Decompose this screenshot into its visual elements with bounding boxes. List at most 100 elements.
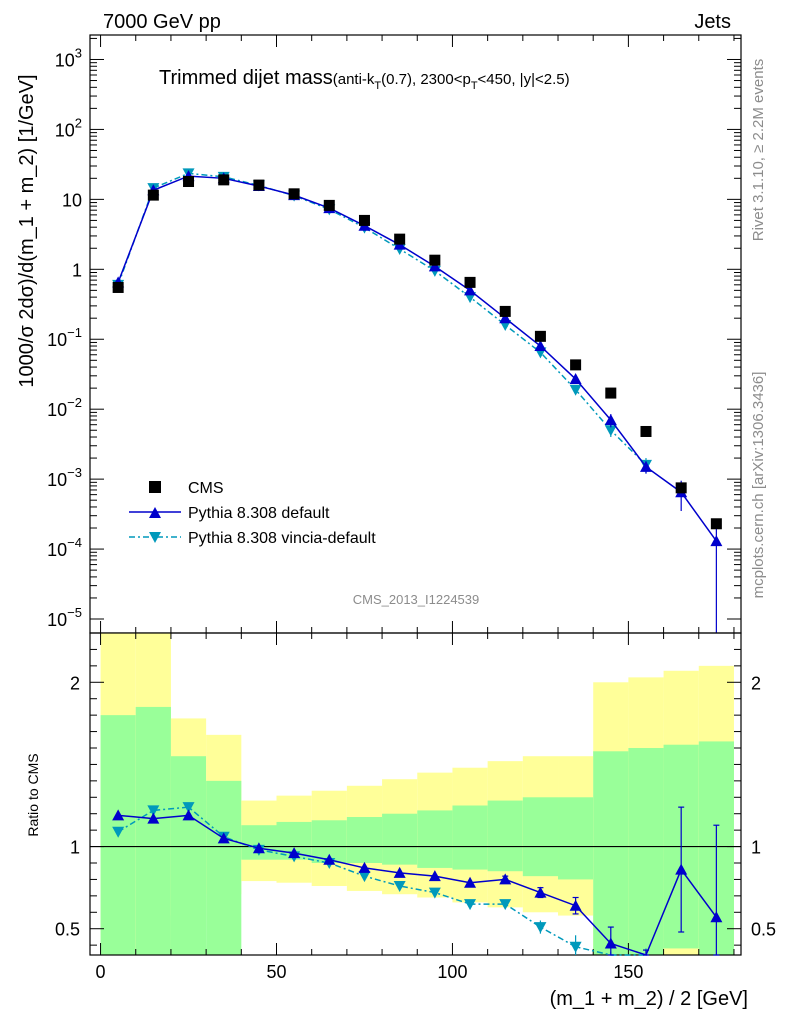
vincia-ratio-point — [428, 887, 441, 899]
cms-point — [675, 482, 687, 494]
cms-point — [570, 359, 582, 371]
band-inner — [170, 756, 207, 955]
cms-point — [323, 199, 335, 211]
cms-point — [605, 387, 617, 399]
legend-marker-cms — [149, 481, 161, 493]
ratio-tick-label: 1 — [70, 838, 80, 858]
y-tick-label: 1 — [72, 260, 82, 280]
legend: CMS Pythia 8.308 default Pythia 8.308 vi… — [129, 480, 376, 547]
default-ratio-point — [252, 842, 265, 854]
default-ratio-point — [534, 886, 547, 898]
x-axis-label: (m_1 + m_2) / 2 [GeV] — [550, 988, 748, 1010]
x-tick-label: 0 — [96, 962, 106, 982]
cms-point — [218, 174, 230, 186]
y-tick-label: 10 — [62, 190, 82, 210]
main-series — [112, 168, 723, 633]
vincia-ratio-point — [182, 802, 195, 814]
y-tick-label: 103 — [55, 45, 82, 70]
side-label-bottom: mcplots.cern.ch [arXiv:1306.3436] — [750, 372, 767, 599]
ratio-tick-label-right: 1 — [751, 838, 761, 858]
default-point — [499, 312, 512, 324]
cms-point — [288, 188, 300, 200]
default-ratio-point — [499, 873, 512, 885]
y-tick-label: 10−2 — [47, 395, 82, 420]
vincia-ratio-point — [147, 805, 160, 817]
default-ratio-point — [112, 809, 125, 821]
band-inner — [206, 780, 242, 955]
vincia-ratio-point — [464, 899, 477, 911]
cms-point — [147, 189, 159, 201]
cms-point — [394, 233, 406, 245]
ratio-tick-label-right: 2 — [751, 673, 761, 693]
vincia-ratio-line — [117, 806, 646, 956]
cms-point — [464, 276, 476, 288]
default-ratio-point — [428, 870, 441, 882]
default-ratio-point — [393, 866, 406, 878]
band-inner — [593, 751, 629, 955]
x-tick-label: 100 — [437, 962, 467, 982]
default-point — [604, 414, 617, 426]
band-inner — [558, 797, 594, 880]
x-tick-label: 50 — [266, 962, 286, 982]
vincia-ratio-point — [499, 899, 512, 911]
default-ratio-point — [147, 812, 160, 824]
y-tick-label: 10−3 — [47, 465, 82, 490]
default-ratio-point — [217, 832, 230, 844]
default-ratio-point — [675, 863, 688, 875]
ratio-ticks: 0 50 100 150 2 2 1 1 0.5 0.5 — [55, 633, 776, 982]
cms-point — [640, 425, 652, 437]
legend-label-default: Pythia 8.308 default — [188, 505, 330, 522]
legend-label-vincia: Pythia 8.308 vincia-default — [188, 530, 376, 547]
cms-point — [112, 281, 124, 293]
band-inner — [487, 800, 523, 872]
ratio-bands — [90, 633, 741, 955]
y-tick-label: 102 — [55, 115, 82, 140]
default-point — [464, 284, 477, 296]
default-point — [428, 260, 441, 272]
legend-marker-vincia — [149, 532, 161, 543]
cms-point — [253, 179, 265, 191]
default-ratio-point — [323, 853, 336, 865]
default-point — [639, 460, 652, 472]
cms-point — [499, 305, 511, 317]
band-inner — [382, 813, 418, 865]
y-tick-label: 10−4 — [47, 535, 82, 560]
ratio-panel: 0 50 100 150 2 2 1 1 0.5 0.5 — [55, 632, 776, 982]
band-inner — [452, 805, 488, 870]
vincia-ratio-point — [112, 826, 125, 838]
cms-point — [358, 214, 370, 226]
band-inner — [628, 748, 664, 955]
default-ratio-point — [358, 861, 371, 873]
y-tick-label: 10−5 — [47, 605, 82, 630]
default-ratio-point — [288, 847, 301, 859]
cms-point — [183, 176, 195, 188]
y-axis-label: 1000/σ 2dσ)/d(m_1 + m_2) [1/GeV] — [16, 74, 38, 387]
default-ratio-point — [182, 809, 195, 821]
legend-marker-default — [149, 507, 161, 518]
cms-point — [429, 254, 441, 266]
default-point — [534, 340, 547, 352]
default-ratio-point — [464, 876, 477, 888]
default-line — [117, 175, 717, 542]
x-tick-label: 150 — [613, 962, 643, 982]
header-left: 7000 GeV pp — [103, 11, 221, 33]
cms-point — [710, 518, 722, 530]
vincia-point — [604, 425, 617, 437]
ratio-frame — [89, 632, 742, 956]
vincia-ratio-point — [358, 871, 371, 883]
default-point — [710, 535, 723, 547]
ratio-tick-label: 2 — [70, 673, 80, 693]
band-inner — [522, 797, 559, 877]
default-point — [569, 373, 582, 385]
y-tick-label: 10−1 — [47, 325, 82, 350]
band-inner — [417, 810, 453, 868]
header-right: Jets — [694, 11, 731, 33]
ratio-tick-label-right: 0.5 — [751, 920, 776, 940]
vincia-ratio-point — [534, 922, 547, 934]
band-inner — [346, 817, 383, 863]
ratio-axis-label: Ratio to CMS — [25, 753, 41, 836]
chart-title: Trimmed dijet mass(anti-kT(0.7), 2300<pT… — [159, 67, 570, 92]
